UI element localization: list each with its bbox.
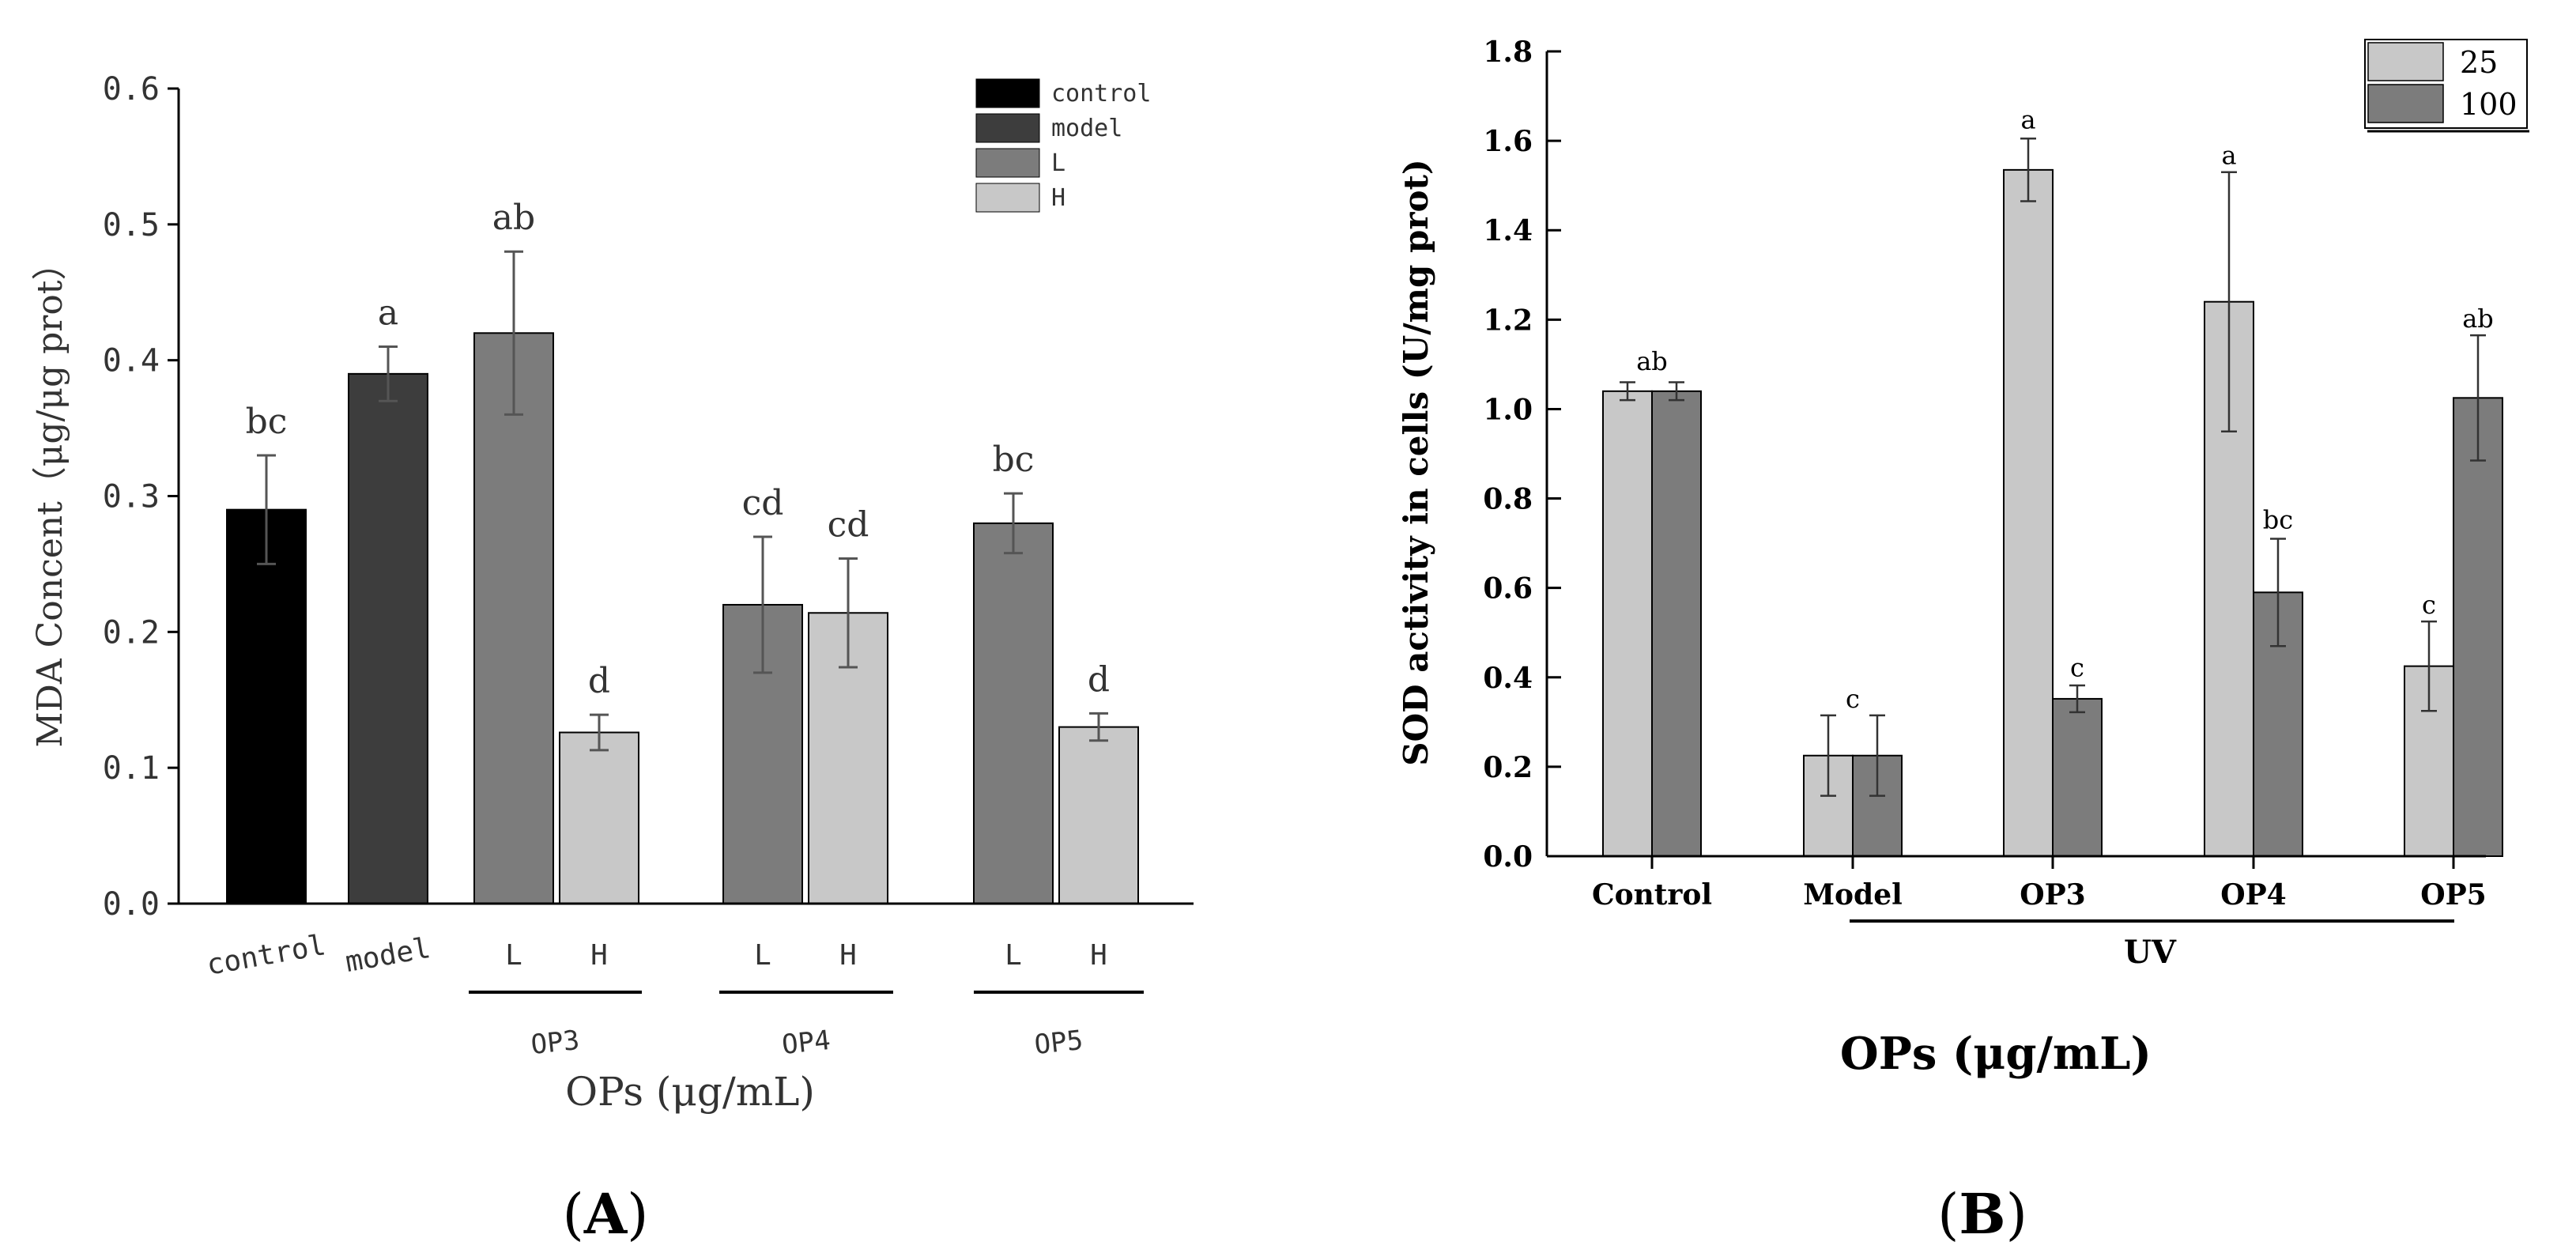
panel-a-x-tick-label: H	[590, 939, 608, 972]
panel-a-x-tick-label: model	[343, 932, 433, 979]
panel-b-bar	[1602, 390, 1653, 858]
panel-a-group-label: OP5	[1033, 1025, 1084, 1061]
panel-a-significance-letter: cd	[742, 483, 784, 523]
panel-b-x-tick-label: OP5	[2420, 878, 2486, 912]
panel-a-legend-swatch	[975, 183, 1040, 213]
panel-a-group-label: OP3	[530, 1025, 581, 1061]
panel-b-significance-letter: a	[2020, 104, 2035, 134]
panel-a-bar	[1058, 726, 1139, 904]
panel-a-bar	[226, 508, 307, 905]
panel-a-legend-label: control	[1051, 80, 1151, 108]
panel-b-y-tick-label: 1.8	[1483, 36, 1533, 69]
panel-a-x-tick-label: H	[839, 939, 857, 972]
panel-a-y-tick-label: 0.2	[103, 614, 160, 651]
panel-a-legend-swatch	[975, 113, 1040, 143]
panel-a-y-axis-label: MDA Concent（μg/μg prot）	[30, 246, 70, 748]
panel-b-y-tick-label: 1.4	[1483, 214, 1533, 247]
panel-b-y-tick-label: 1.2	[1483, 304, 1533, 337]
panel-a-label: (A)	[563, 1181, 649, 1247]
panel-b-legend-swatch	[2367, 42, 2444, 81]
panel-b-significance-letter: c	[2070, 652, 2084, 682]
panel-b-legend-label: 100	[2460, 87, 2518, 122]
panel-b-y-tick-label: 0.2	[1483, 751, 1533, 784]
panel-b-legend-swatch	[2367, 84, 2444, 123]
panel-a-x-tick-label: L	[754, 939, 771, 972]
panel-a-letter: A	[583, 1181, 628, 1247]
panel-a-significance-letter: bc	[993, 440, 1035, 480]
panel-b-y-tick-label: 1.0	[1483, 393, 1533, 426]
panel-b-significance-letter: ab	[1636, 346, 1668, 376]
panel-a-x-axis-label: OPs (μg/mL)	[565, 1069, 815, 1115]
panel-b-bar	[2453, 397, 2503, 857]
panel-b-group-label: UV	[2124, 934, 2177, 971]
panel-a-y-tick-label: 0.5	[103, 207, 160, 243]
panel-a-x-tick-label: H	[1090, 939, 1107, 972]
panel-b-bar	[2052, 697, 2103, 857]
panel-a-bar	[473, 332, 554, 904]
panel-a-y-tick-label: 0.0	[103, 886, 160, 923]
panel-a-legend-label: H	[1051, 184, 1065, 212]
panel-a-significance-letter: bc	[246, 402, 288, 442]
panel-a-x-tick-label: L	[505, 939, 522, 972]
panel-a-bar	[348, 372, 428, 905]
panel-b-significance-letter: ab	[2462, 304, 2494, 334]
panel-a-y-tick-label: 0.1	[103, 750, 160, 787]
panel-b-x-axis-label: OPs (μg/mL)	[1840, 1028, 2152, 1080]
panel-a-legend-swatch	[975, 148, 1040, 178]
panel-b-y-tick-label: 0.4	[1483, 662, 1533, 695]
panel-a-legend-swatch	[975, 78, 1040, 108]
panel-a-x-tick-label: L	[1005, 939, 1022, 972]
panel-a-significance-letter: ab	[492, 198, 535, 238]
panel-b-bar	[1852, 754, 1903, 857]
panel-a-significance-letter: d	[588, 661, 610, 701]
panel-a-x-tick-label: control	[204, 929, 328, 982]
panel-a-bar	[973, 522, 1054, 904]
panel-b-y-tick-label: 1.6	[1483, 125, 1533, 158]
panel-b-y-tick-label: 0.0	[1483, 840, 1533, 874]
panel-b-bar	[1651, 390, 1702, 858]
panel-a-chart: bc a ab d cd cd bc d 0.0 0.1 0.2 0.3 0.4 0.5 0.6 MDA …	[30, 71, 1194, 1115]
panel-a-legend-label: model	[1051, 115, 1122, 142]
panel-b-y-axis-label: SOD activity in cells (U/mg prot)	[1397, 159, 1435, 766]
panel-a-significance-letter: cd	[828, 505, 869, 545]
panel-b-x-tick-label: Model	[1803, 878, 1903, 912]
panel-b-bar	[2003, 168, 2054, 858]
panel-b-legend-label: 25	[2460, 45, 2498, 80]
panel-a-y-tick-label: 0.4	[103, 343, 160, 379]
panel-b-x-tick-label: OP4	[2220, 878, 2286, 912]
panel-a-legend-label: L	[1051, 149, 1065, 177]
panel-b-y-tick-label: 0.6	[1483, 572, 1533, 606]
panel-a-group-label: OP4	[780, 1025, 832, 1061]
panel-b-y-tick-label: 0.8	[1483, 483, 1533, 516]
panel-b-significance-letter: bc	[2263, 505, 2293, 535]
panel-a-y-tick-label: 0.6	[103, 71, 160, 108]
panel-b-x-tick-label: OP3	[2020, 878, 2085, 912]
panel-a-significance-letter: a	[378, 293, 398, 333]
panel-b-significance-letter: a	[2221, 141, 2236, 171]
panel-b-letter: B	[1959, 1181, 2005, 1247]
panel-b-x-tick-label: Control	[1592, 878, 1712, 912]
panel-a-y-tick-label: 0.3	[103, 479, 160, 515]
panel-a-significance-letter: d	[1088, 659, 1110, 700]
panel-b-label: (B)	[1937, 1181, 2027, 1247]
panel-a-bar	[559, 731, 639, 904]
panel-b-significance-letter: c	[2422, 590, 2436, 620]
panel-b-significance-letter: c	[1846, 684, 1860, 714]
